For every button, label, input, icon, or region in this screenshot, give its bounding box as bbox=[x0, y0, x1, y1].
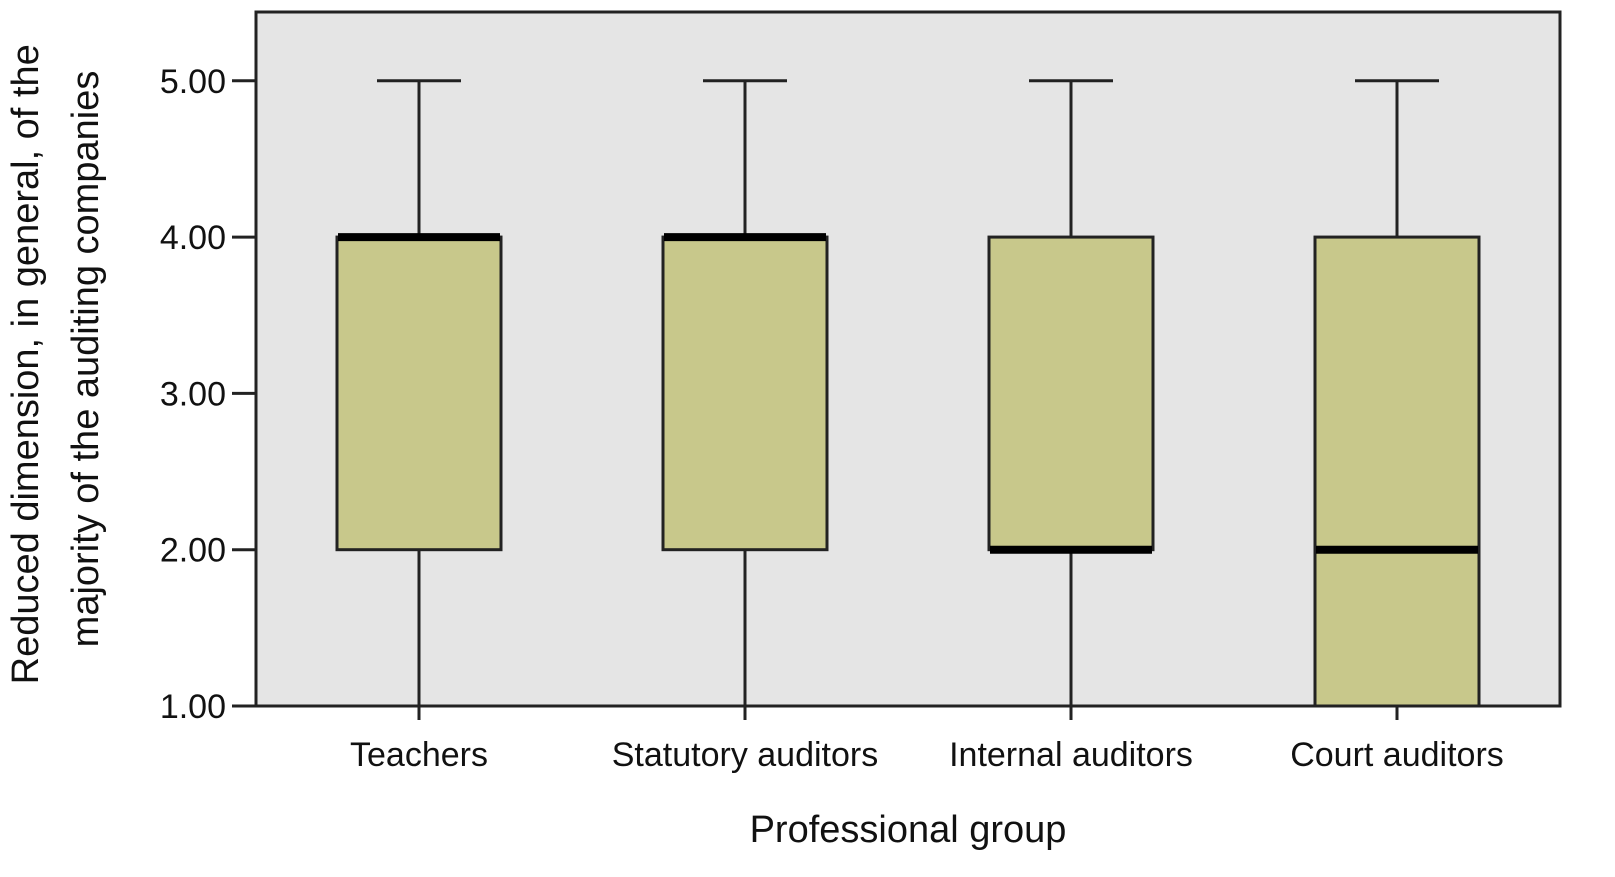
box-statutory-auditors bbox=[661, 79, 829, 720]
y-axis-title-line-2: majority of the auditing companies bbox=[65, 71, 107, 648]
y-axis-ticks: 5.00 4.00 3.00 2.00 1.00 bbox=[160, 63, 256, 726]
y-axis-title: Reduced dimension, in general, of the ma… bbox=[5, 34, 107, 685]
iqr-box bbox=[987, 235, 1155, 552]
iqr-box bbox=[1313, 235, 1481, 708]
iqr-box bbox=[335, 235, 503, 552]
boxes-layer bbox=[335, 79, 1481, 720]
x-axis-categories: Teachers Statutory auditors Internal audit… bbox=[350, 736, 1504, 774]
x-category-label: Statutory auditors bbox=[612, 736, 878, 774]
y-tick-label: 4.00 bbox=[160, 219, 226, 257]
box-teachers bbox=[335, 79, 503, 720]
x-category-label: Teachers bbox=[350, 736, 488, 774]
y-tick-label: 2.00 bbox=[160, 532, 226, 570]
x-category-label: Court auditors bbox=[1290, 736, 1504, 774]
y-tick-label: 5.00 bbox=[160, 63, 226, 101]
x-axis-title: Professional group bbox=[750, 809, 1067, 851]
box-internal-auditors bbox=[987, 79, 1155, 720]
plot-frame bbox=[254, 10, 1562, 708]
x-category-label: Internal auditors bbox=[949, 736, 1193, 774]
iqr-box bbox=[661, 235, 829, 552]
y-tick-label: 1.00 bbox=[160, 688, 226, 726]
y-axis-title-line-1: Reduced dimension, in general, of the bbox=[5, 44, 47, 684]
y-tick-label: 3.00 bbox=[160, 375, 226, 413]
box-court-auditors bbox=[1313, 79, 1481, 720]
